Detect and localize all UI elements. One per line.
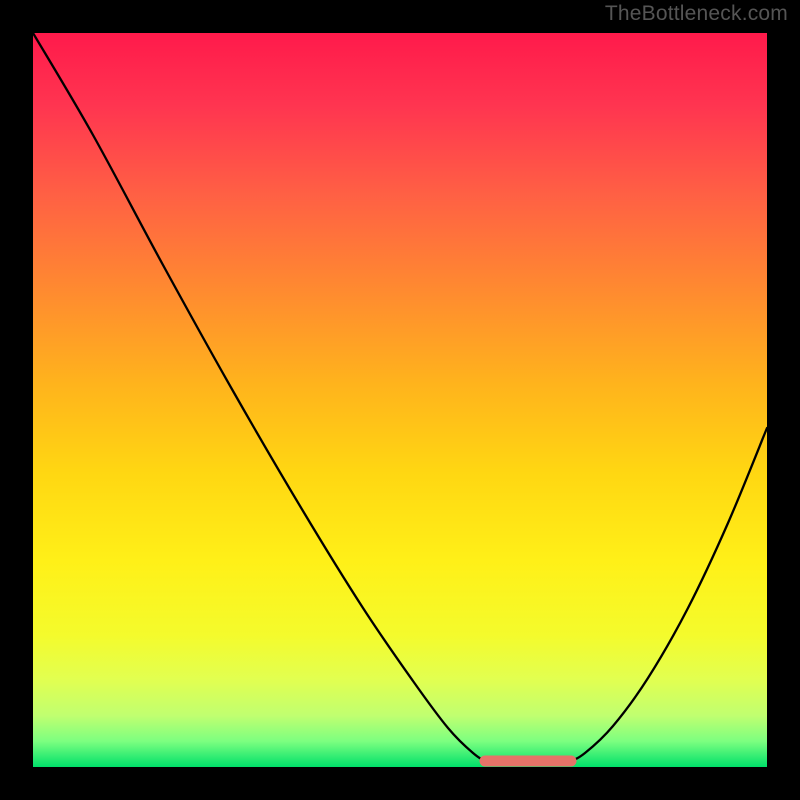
gradient-background [33, 33, 767, 767]
watermark-text: TheBottleneck.com [605, 2, 788, 26]
plot-area [33, 33, 767, 767]
plot-svg [33, 33, 767, 767]
chart-stage: TheBottleneck.com [0, 0, 800, 800]
